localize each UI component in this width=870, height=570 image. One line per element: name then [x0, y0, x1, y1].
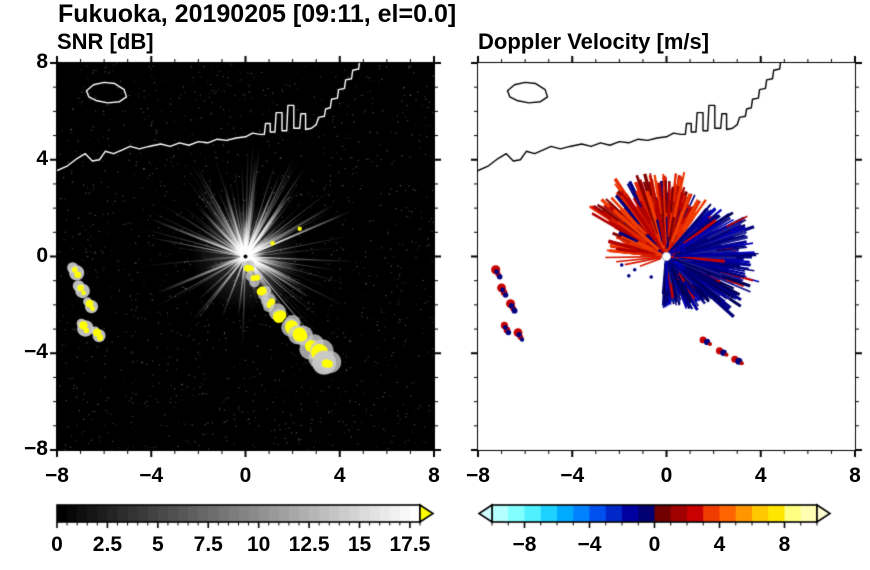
snr-colorbar	[55, 503, 435, 535]
snr-panel-title: SNR [dB]	[57, 29, 154, 54]
y-tick-label: 8	[36, 50, 48, 73]
colorbar-tick-label: 5	[151, 533, 164, 556]
x-tick-label: 4	[333, 464, 346, 487]
colorbar-tick-label: 0	[51, 533, 63, 556]
colorbar-tick-label: 12.5	[288, 533, 330, 556]
doppler-radar-plot	[468, 53, 865, 460]
x-tick-label: 8	[428, 464, 440, 487]
doppler-panel-title: Doppler Velocity [m/s]	[478, 29, 710, 54]
snr-radar-plot	[47, 53, 444, 460]
x-tick-label: 4	[754, 464, 767, 487]
y-tick-label: −8	[24, 437, 48, 460]
y-tick-label: −4	[24, 340, 48, 364]
y-tick-label: 0	[36, 243, 48, 267]
x-tick-label: 8	[849, 464, 861, 487]
x-tick-label: −4	[139, 464, 164, 487]
colorbar-tick-label: 4	[713, 533, 726, 556]
colorbar-tick-label: −4	[577, 533, 602, 556]
x-tick-label: 0	[239, 464, 252, 487]
y-tick-label: 4	[36, 146, 48, 170]
colorbar-tick-label: 2.5	[92, 533, 123, 556]
colorbar-tick-label: 8	[778, 533, 791, 556]
x-tick-label: 0	[660, 464, 673, 487]
x-tick-label: −8	[45, 464, 69, 487]
doppler-colorbar	[476, 503, 836, 535]
figure-title: Fukuoka, 20190205 [09:11, el=0.0]	[58, 0, 457, 28]
x-tick-label: −8	[466, 464, 490, 487]
colorbar-tick-label: 17.5	[389, 533, 431, 556]
colorbar-tick-label: 15	[347, 533, 372, 556]
colorbar-tick-label: 0	[648, 533, 661, 556]
colorbar-tick-label: 7.5	[193, 533, 223, 556]
colorbar-tick-label: 10	[246, 533, 271, 556]
x-tick-label: −4	[560, 464, 585, 487]
colorbar-tick-label: −8	[512, 533, 537, 556]
